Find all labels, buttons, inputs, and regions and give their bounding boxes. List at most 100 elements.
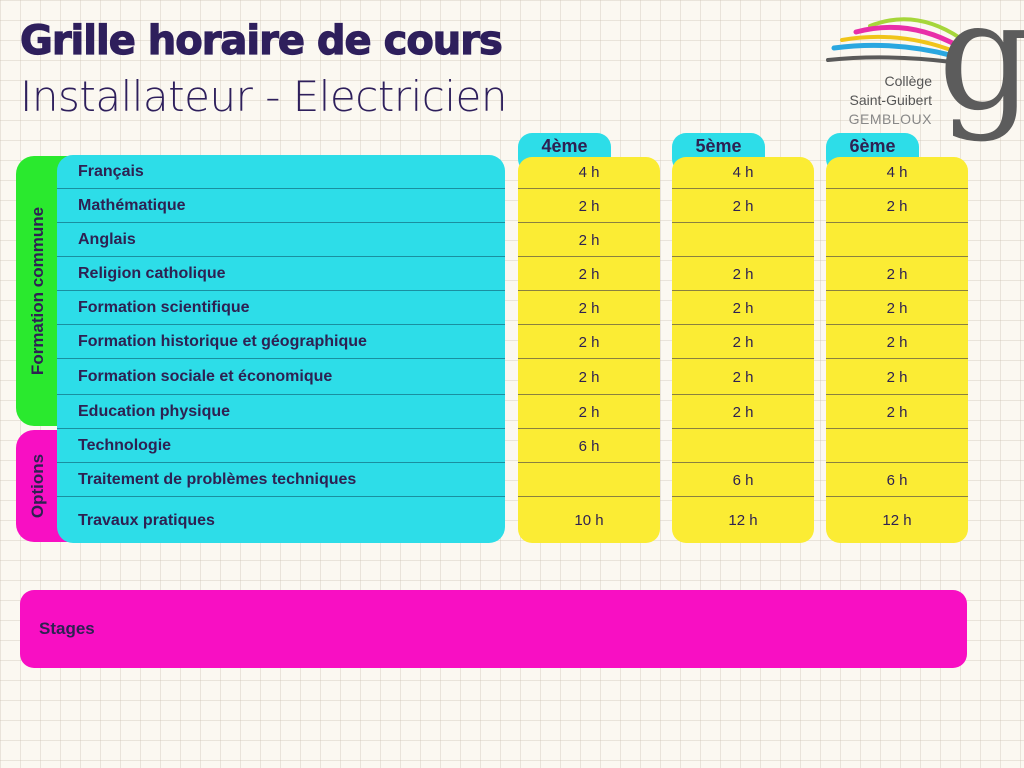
hours-cell: 12 h	[826, 496, 968, 543]
group-label-common: Formation commune	[28, 206, 47, 376]
hours-value: 2 h	[578, 231, 600, 249]
stages-band: Stages	[20, 590, 967, 668]
hours-value: 12 h	[882, 512, 912, 529]
subject-name: Technologie	[78, 437, 172, 454]
hours-cell: 6 h	[672, 462, 814, 497]
hours-value: 2 h	[886, 265, 908, 283]
hours-value: 4 h	[886, 164, 908, 181]
subject-name: Mathématique	[78, 197, 186, 214]
subject-row: Travaux pratiques	[57, 496, 505, 543]
hours-cell	[518, 462, 660, 497]
hours-cell: 4 h	[826, 157, 968, 188]
hours-value: 4 h	[732, 164, 754, 181]
hours-cell	[672, 428, 814, 463]
subject-row: Education physique	[57, 394, 505, 429]
logo-letter: g	[938, 0, 1024, 144]
page-title: Grille horaire de cours	[19, 17, 503, 64]
hours-cell: 2 h	[518, 188, 660, 223]
logo-rays-icon	[826, 17, 962, 64]
subjects-column: Français Mathématique Anglais Religion cath…	[57, 155, 505, 543]
subject-name: Formation historique et géographique	[78, 333, 367, 350]
hours-value: 2 h	[732, 265, 754, 283]
hours-cell: 2 h	[672, 358, 814, 395]
hours-value: 2 h	[732, 368, 754, 386]
hours-cell: 6 h	[826, 462, 968, 497]
hours-value: 4 h	[578, 164, 600, 181]
hours-value: 2 h	[578, 299, 600, 317]
hours-cell: 6 h	[518, 428, 660, 463]
subject-row: Formation historique et géographique	[57, 324, 505, 359]
subject-name: Formation sociale et économique	[78, 368, 333, 385]
hours-value: 2 h	[578, 333, 600, 351]
stages-label: Stages	[39, 619, 95, 638]
hours-cell: 2 h	[826, 394, 968, 429]
hours-cell: 2 h	[518, 358, 660, 395]
hours-cell: 2 h	[826, 290, 968, 325]
hours-cell	[672, 222, 814, 257]
hours-value: 12 h	[728, 512, 758, 529]
subject-row: Français	[57, 155, 505, 188]
hours-value: 2 h	[732, 333, 754, 351]
hours-cell: 2 h	[672, 256, 814, 291]
hours-cell: 2 h	[518, 256, 660, 291]
hours-value: 2 h	[886, 333, 908, 351]
hours-column-4: 4 h 2 h 2 h 2 h 2 h 2 h 2 h 2 h 6 h 10 h	[518, 157, 660, 543]
hours-value: 2 h	[578, 403, 600, 421]
subject-row: Anglais	[57, 222, 505, 257]
hours-cell: 2 h	[672, 324, 814, 359]
subject-name: Education physique	[78, 403, 231, 420]
subject-name: Travaux pratiques	[78, 511, 215, 529]
hours-cell: 10 h	[518, 496, 660, 543]
hours-value: 2 h	[732, 403, 754, 421]
hours-cell	[826, 428, 968, 463]
hours-cell: 2 h	[518, 324, 660, 359]
hours-cell	[826, 222, 968, 257]
hours-value: 2 h	[886, 403, 908, 421]
logo-line-college: Collège	[884, 73, 932, 89]
subject-name: Formation scientifique	[78, 299, 250, 316]
hours-cell: 4 h	[518, 157, 660, 188]
subject-row: Formation scientifique	[57, 290, 505, 325]
hours-value: 6 h	[886, 471, 908, 489]
hours-cell: 2 h	[826, 256, 968, 291]
hours-value: 2 h	[886, 197, 908, 215]
hours-value: 2 h	[578, 265, 600, 283]
hours-value: 2 h	[578, 197, 600, 215]
subject-row: Technologie	[57, 428, 505, 463]
subject-name: Religion catholique	[78, 265, 226, 282]
subject-name: Traitement de problèmes techniques	[78, 471, 357, 488]
logo-line-city: GEMBLOUX	[848, 111, 932, 127]
hours-value: 6 h	[732, 471, 754, 489]
hours-cell: 2 h	[518, 290, 660, 325]
hours-cell: 2 h	[518, 222, 660, 257]
group-label-options: Options	[28, 453, 47, 519]
hours-column-5: 4 h 2 h 2 h 2 h 2 h 2 h 2 h 6 h 12 h	[672, 157, 814, 543]
hours-cell: 2 h	[826, 324, 968, 359]
subject-row: Traitement de problèmes techniques	[57, 462, 505, 497]
subject-name: Français	[78, 162, 144, 180]
hours-cell: 4 h	[672, 157, 814, 188]
hours-value: 6 h	[578, 437, 600, 455]
college-logo: g Collège Saint-Guibert GEMBLOUX	[820, 0, 1024, 154]
subject-row: Religion catholique	[57, 256, 505, 291]
hours-cell: 12 h	[672, 496, 814, 543]
hours-cell: 2 h	[826, 358, 968, 395]
hours-value: 10 h	[574, 512, 604, 529]
subject-row: Formation sociale et économique	[57, 358, 505, 395]
hours-value: 2 h	[732, 197, 754, 215]
logo-line-name: Saint-Guibert	[849, 92, 932, 108]
hours-value: 2 h	[886, 299, 908, 317]
hours-value: 2 h	[578, 368, 600, 386]
hours-value: 2 h	[732, 299, 754, 317]
hours-cell: 2 h	[826, 188, 968, 223]
hours-cell: 2 h	[672, 394, 814, 429]
hours-cell: 2 h	[518, 394, 660, 429]
logo-text: Collège Saint-Guibert GEMBLOUX	[830, 72, 932, 129]
hours-cell: 2 h	[672, 290, 814, 325]
hours-cell: 2 h	[672, 188, 814, 223]
hours-value: 2 h	[886, 368, 908, 386]
page-subtitle: Installateur - Electricien	[20, 72, 507, 121]
subject-row: Mathématique	[57, 188, 505, 223]
hours-column-6: 4 h 2 h 2 h 2 h 2 h 2 h 2 h 6 h 12 h	[826, 157, 968, 543]
subject-name: Anglais	[78, 231, 136, 248]
